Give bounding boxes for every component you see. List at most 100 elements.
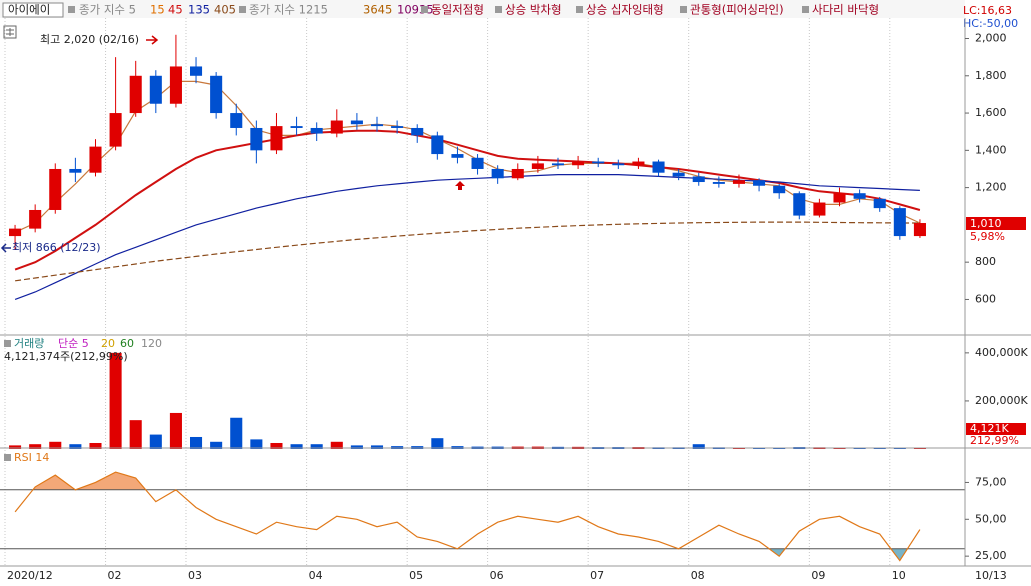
legend-entry: 10935: [397, 3, 434, 17]
candle-body: [572, 161, 585, 166]
volume-bar: [129, 420, 142, 449]
stock-name[interactable]: 아이에이: [8, 3, 50, 17]
volume-bar: [270, 442, 283, 449]
x-tick-label: 10: [892, 569, 906, 582]
rsi-title: RSI 14: [14, 451, 49, 464]
candle-body: [330, 120, 343, 134]
legend-entry: 60: [120, 337, 134, 350]
pattern[interactable]: 동일저점형: [431, 3, 484, 17]
candle-body: [873, 198, 886, 209]
candle-body: [732, 180, 745, 184]
pattern[interactable]: 관통형(피어싱라인): [690, 3, 784, 17]
volume-summary: 4,121,374주(212,99%): [4, 350, 128, 363]
hc-label: HC:-50,00: [963, 17, 1018, 30]
candle-body: [370, 124, 384, 127]
y-tick-label: 1,800: [975, 69, 1007, 82]
legend-entry: 단순 5: [58, 337, 89, 350]
candle-body: [531, 163, 544, 169]
candle-body: [491, 168, 504, 179]
volume-bar: [310, 444, 323, 449]
x-tick-label: 09: [811, 569, 825, 582]
candle-body: [290, 126, 303, 128]
candle-body: [270, 126, 283, 151]
candle-body: [169, 66, 182, 104]
y-tick-label: 1,600: [975, 106, 1007, 119]
candle-body: [592, 161, 605, 164]
icon: [421, 6, 428, 13]
volume-bar: [290, 444, 303, 449]
volume-bar: [69, 444, 82, 449]
x-tick-label: 04: [309, 569, 323, 582]
candle-body: [672, 172, 685, 177]
low-arrow: [0, 243, 11, 253]
candle-body: [310, 127, 323, 134]
x-tick-label: 02: [108, 569, 122, 582]
icon: [576, 6, 583, 13]
last-change: 5,98%: [970, 230, 1005, 243]
y-tick-label: 1,400: [975, 143, 1007, 156]
legend-entry: 15: [150, 3, 165, 17]
icon: [239, 6, 246, 13]
legend-entry: 3645: [363, 3, 392, 17]
pattern[interactable]: 사다리 바닥형: [812, 3, 879, 17]
plot-layer: [0, 18, 965, 566]
price-box: [966, 217, 1026, 230]
y-tick-label: 50,00: [975, 512, 1007, 525]
x-tick-label: 08: [691, 569, 705, 582]
pattern-marker: [455, 181, 465, 190]
legend-entry: 45: [168, 3, 183, 17]
volume-bar: [149, 434, 162, 449]
icon: [802, 6, 809, 13]
volume-bar: [370, 445, 384, 449]
ma-line: [15, 221, 920, 282]
y-tick-label: 25,00: [975, 549, 1007, 562]
x-tick-label: 06: [490, 569, 504, 582]
volume-bar: [250, 439, 263, 449]
y-tick-label: 1,200: [975, 181, 1007, 194]
candle-body: [391, 126, 404, 128]
rsi-line: [14, 471, 921, 562]
stock-box[interactable]: [2, 2, 64, 18]
legend-entry: 20: [101, 337, 115, 350]
y-tick-label: 75,00: [975, 475, 1007, 488]
x-tick-label: 2020/12: [7, 569, 53, 582]
high-arrow: [146, 35, 159, 45]
candle-body: [89, 146, 102, 173]
volume-bar: [190, 436, 203, 449]
candle-body: [230, 113, 243, 128]
pattern[interactable]: 상승 박차형: [505, 3, 562, 17]
candle-body: [773, 185, 786, 194]
pattern[interactable]: 상승 십자잉태형: [586, 3, 664, 17]
candle-body: [69, 168, 82, 173]
candle-body: [813, 202, 826, 216]
grid-icon-lines: [6, 28, 14, 36]
volume-bar: [169, 412, 182, 449]
legend-entry: 120: [141, 337, 162, 350]
x-end-label: 10/13: [975, 569, 1007, 582]
candle-body: [893, 208, 906, 237]
volume-bar: [350, 445, 363, 449]
icon: [4, 340, 11, 347]
candle-body: [210, 75, 223, 114]
candle-body: [109, 113, 122, 147]
volume-bar: [230, 417, 243, 449]
candle-body: [471, 157, 484, 169]
volume-bar: [109, 352, 122, 449]
candle-body: [612, 163, 625, 166]
last-price: 1,010: [970, 217, 1002, 230]
grid-icon[interactable]: [3, 25, 17, 39]
icon: [4, 454, 11, 461]
candle-body: [692, 176, 705, 183]
volume-bar: [330, 441, 343, 449]
candle-body: [632, 161, 645, 166]
volume-box: [966, 423, 1026, 435]
candle-body: [431, 135, 444, 155]
header-bar: [0, 0, 965, 18]
x-tick-label: 07: [590, 569, 604, 582]
volume-bar: [913, 448, 926, 449]
lc-label: LC:16,63: [963, 4, 1012, 17]
candle-body: [49, 168, 62, 210]
candle-body: [29, 209, 42, 229]
